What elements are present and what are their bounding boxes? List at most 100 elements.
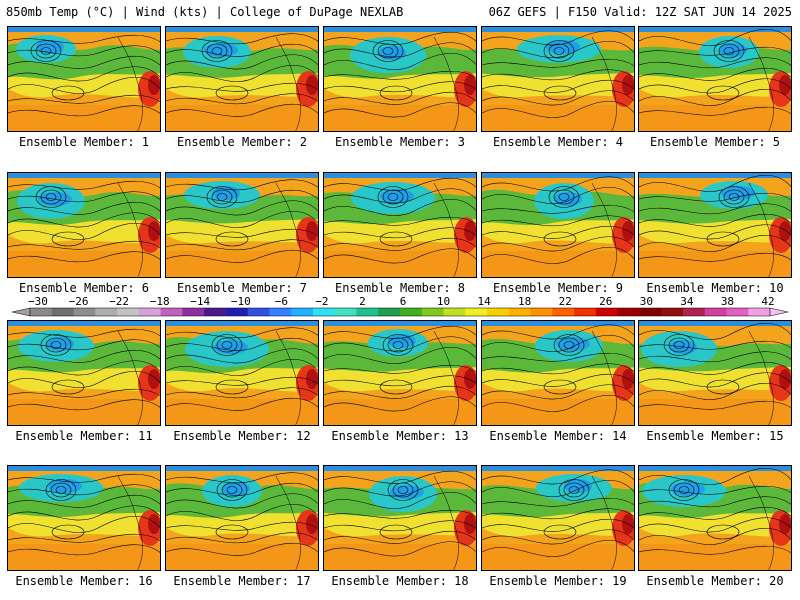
colorbar-swatch: [617, 308, 640, 316]
ensemble-member-label: Ensemble Member: 3: [334, 135, 466, 149]
ensemble-member-label: Ensemble Member: 5: [649, 135, 781, 149]
ensemble-member-map: [165, 465, 319, 571]
colorbar-tick-label: −30: [28, 295, 48, 308]
ensemble-member-map: [323, 465, 477, 571]
ensemble-member-label: Ensemble Member: 14: [489, 429, 627, 443]
ensemble-member-label: Ensemble Member: 15: [646, 429, 784, 443]
colorbar-tick-label: 30: [640, 295, 653, 308]
temperature-field: [639, 27, 791, 131]
ensemble-member-label: Ensemble Member: 7: [176, 281, 308, 295]
ensemble-member-label: Ensemble Member: 16: [15, 574, 153, 588]
ensemble-member-map: [638, 172, 792, 278]
temperature-field: [166, 466, 318, 570]
colorbar-swatch: [726, 308, 749, 316]
colorbar-swatch: [465, 308, 488, 316]
colorbar-swatch: [421, 308, 445, 316]
temperature-field: [166, 321, 318, 425]
colorbar-swatch: [508, 308, 532, 316]
ensemble-member-label: Ensemble Member: 13: [331, 429, 469, 443]
colorbar-swatch: [160, 308, 183, 316]
colorbar-tick-label: −22: [109, 295, 129, 308]
ensemble-member-map: [481, 172, 635, 278]
temperature-field: [639, 466, 791, 570]
colorbar-swatch: [661, 308, 684, 316]
temperature-field: [639, 173, 791, 277]
ensemble-member-map: [165, 26, 319, 132]
colorbar-swatch: [225, 308, 249, 316]
colorbar-tick-label: −26: [69, 295, 89, 308]
colorbar-tick-label: 2: [359, 295, 366, 308]
colorbar-swatch: [378, 308, 401, 316]
ensemble-member-map: [481, 26, 635, 132]
colorbar-swatch: [95, 308, 118, 316]
ensemble-member-map: [638, 26, 792, 132]
colorbar-swatch: [574, 308, 597, 316]
colorbar-tick-label: 10: [437, 295, 450, 308]
colorbar-swatch: [595, 308, 619, 316]
ensemble-member-map: [7, 172, 161, 278]
colorbar-swatch: [400, 308, 423, 316]
temperature-field: [8, 321, 160, 425]
colorbar-tick-label: 14: [477, 295, 491, 308]
temperature-field: [8, 27, 160, 131]
colorbar-tick-label: −14: [190, 295, 210, 308]
colorbar-swatch: [73, 308, 96, 316]
ensemble-member-label: Ensemble Member: 12: [173, 429, 311, 443]
colorbar-swatch: [312, 308, 336, 316]
colorbar-swatch: [487, 308, 510, 316]
temperature-field: [482, 321, 634, 425]
temperature-field: [482, 173, 634, 277]
colorbar-swatch: [269, 308, 292, 316]
colorbar-swatch: [138, 308, 162, 316]
ensemble-member-label: Ensemble Member: 1: [18, 135, 150, 149]
ensemble-member-label: Ensemble Member: 11: [15, 429, 153, 443]
ensemble-member-label: Ensemble Member: 6: [18, 281, 150, 295]
ensemble-member-map: [323, 320, 477, 426]
temperature-field: [482, 466, 634, 570]
ensemble-member-map: [323, 26, 477, 132]
temperature-field: [8, 466, 160, 570]
colorbar-swatch: [30, 308, 53, 316]
colorbar-swatch: [530, 308, 553, 316]
colorbar-swatch: [704, 308, 727, 316]
temperature-field: [324, 173, 476, 277]
ensemble-member-label: Ensemble Member: 4: [492, 135, 624, 149]
colorbar-swatch: [182, 308, 205, 316]
colorbar-min-arrow: [11, 307, 31, 317]
temperature-field: [324, 321, 476, 425]
ensemble-member-map: [7, 320, 161, 426]
colorbar-tick-label: 26: [599, 295, 612, 308]
ensemble-member-label: Ensemble Member: 18: [331, 574, 469, 588]
colorbar-tick-label: 22: [559, 295, 572, 308]
ensemble-member-label: Ensemble Member: 19: [489, 574, 627, 588]
ensemble-member-map: [481, 465, 635, 571]
colorbar-swatch: [117, 308, 140, 316]
colorbar-tick-label: 18: [518, 295, 531, 308]
temperature-field: [324, 27, 476, 131]
colorbar-swatch: [748, 308, 771, 316]
temperature-colorbar: −30 −26 −22 −18 −14 −10 −6 −2 2 6 10 14 18 22 26 30 34 38…: [11, 295, 789, 317]
ensemble-member-map: [165, 172, 319, 278]
ensemble-member-map: [165, 320, 319, 426]
colorbar-swatch: [639, 308, 662, 316]
temperature-field: [8, 173, 160, 277]
ensemble-member-label: Ensemble Member: 17: [173, 574, 311, 588]
temperature-field: [324, 466, 476, 570]
colorbar-swatch: [356, 308, 379, 316]
temperature-field: [482, 27, 634, 131]
ensemble-member-label: Ensemble Member: 9: [492, 281, 624, 295]
ensemble-member-map: [481, 320, 635, 426]
colorbar-swatch: [443, 308, 466, 316]
colorbar-tick-label: −10: [231, 295, 251, 308]
ensemble-member-label: Ensemble Member: 8: [334, 281, 466, 295]
colorbar-max-arrow: [769, 307, 789, 317]
temperature-field: [166, 173, 318, 277]
map-title: 850mb Temp (°C) | Wind (kts) | College o…: [6, 5, 404, 19]
colorbar-tick-label: 34: [680, 295, 694, 308]
ensemble-member-map: [7, 26, 161, 132]
run-valid-time: 06Z GEFS | F150 Valid: 12Z SAT JUN 14 20…: [488, 5, 792, 19]
ensemble-member-map: [323, 172, 477, 278]
colorbar-swatch: [334, 308, 357, 316]
ensemble-member-label: Ensemble Member: 2: [176, 135, 308, 149]
ensemble-member-label: Ensemble Member: 20: [646, 574, 784, 588]
